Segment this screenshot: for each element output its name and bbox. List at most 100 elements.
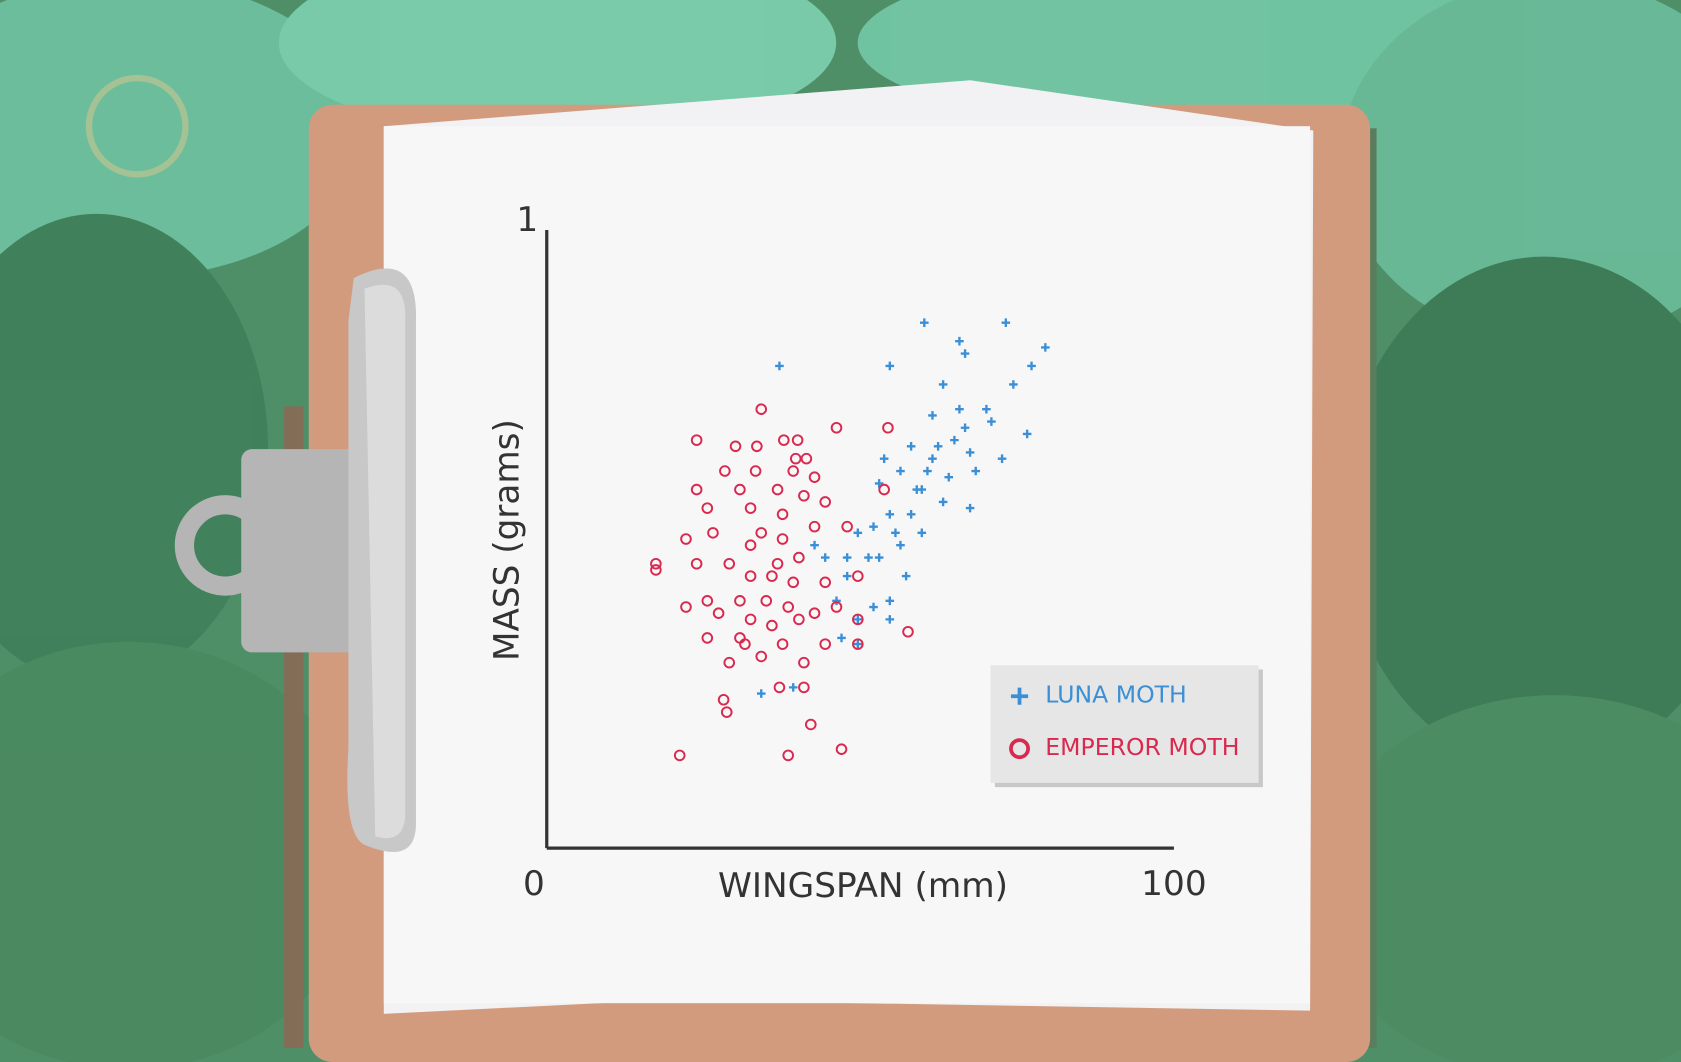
point	[982, 404, 991, 414]
point	[928, 454, 937, 463]
point	[744, 539, 757, 551]
point	[793, 613, 805, 626]
point	[933, 442, 943, 451]
point	[650, 557, 662, 570]
point	[819, 496, 832, 508]
point	[808, 520, 821, 533]
legend-label: EMPEROR MOTH	[1045, 733, 1239, 761]
point	[771, 483, 784, 496]
point	[673, 749, 686, 762]
point	[938, 497, 948, 507]
x-tick-label: 0	[523, 864, 545, 904]
point	[965, 503, 975, 513]
x-axis-label: WINGSPAN (mm)	[718, 866, 1008, 906]
point	[852, 570, 864, 582]
point	[701, 595, 714, 607]
point	[717, 693, 730, 706]
point	[766, 570, 778, 582]
point	[837, 633, 846, 643]
legend-symbol	[1009, 738, 1030, 760]
point	[749, 465, 762, 477]
point	[680, 533, 692, 545]
point	[950, 435, 959, 445]
point	[729, 440, 742, 453]
point	[997, 454, 1007, 463]
point	[707, 527, 719, 539]
point	[885, 615, 895, 624]
point	[739, 638, 751, 650]
point	[744, 613, 757, 626]
point	[719, 465, 731, 477]
point	[820, 553, 830, 562]
point	[791, 434, 804, 446]
point	[885, 596, 895, 606]
point	[853, 639, 863, 649]
point	[874, 479, 884, 488]
point	[751, 440, 763, 453]
point	[885, 510, 895, 519]
point	[874, 553, 884, 562]
point	[819, 576, 832, 589]
point	[920, 318, 929, 327]
point	[841, 520, 853, 533]
point	[1022, 429, 1032, 439]
point	[852, 638, 864, 650]
point	[798, 656, 810, 669]
point	[923, 466, 932, 476]
point	[879, 454, 889, 463]
point	[755, 650, 768, 663]
point	[928, 411, 937, 420]
point	[776, 508, 789, 521]
point	[778, 434, 790, 446]
point	[902, 625, 914, 638]
point	[830, 421, 843, 434]
point	[720, 706, 733, 718]
point	[701, 502, 714, 514]
point	[734, 483, 746, 496]
point	[744, 502, 757, 514]
point	[775, 361, 784, 371]
point	[878, 483, 890, 496]
point	[701, 632, 714, 644]
point	[766, 619, 778, 632]
point	[960, 423, 970, 433]
point	[712, 607, 725, 619]
point	[912, 485, 922, 494]
point	[680, 601, 692, 613]
point	[891, 528, 900, 538]
point	[906, 442, 916, 451]
point	[906, 510, 916, 519]
legend-box	[990, 665, 1259, 783]
paper	[383, 126, 1311, 1004]
point	[690, 434, 703, 446]
point	[842, 571, 852, 581]
point	[723, 557, 736, 570]
point	[955, 336, 964, 346]
clip	[174, 268, 417, 853]
point	[830, 601, 843, 613]
point	[771, 557, 784, 570]
point	[744, 570, 757, 582]
legend-label: LUNA MOTH	[1045, 681, 1186, 709]
point	[782, 601, 794, 613]
point	[808, 607, 821, 619]
plot: WINGSPAN (mm) MASS (grams)	[488, 229, 1263, 906]
point	[1027, 361, 1036, 371]
point	[798, 489, 810, 502]
point	[965, 448, 975, 457]
point	[1001, 318, 1011, 327]
point	[776, 533, 789, 545]
point	[832, 596, 841, 606]
point	[971, 466, 981, 476]
x-tick-label: 100	[1141, 864, 1206, 904]
point	[690, 483, 703, 496]
point	[798, 681, 810, 694]
point	[864, 553, 873, 562]
point	[842, 553, 852, 562]
point	[810, 540, 819, 550]
point	[773, 681, 786, 694]
point	[882, 421, 894, 434]
point	[869, 602, 878, 612]
point	[787, 576, 800, 589]
